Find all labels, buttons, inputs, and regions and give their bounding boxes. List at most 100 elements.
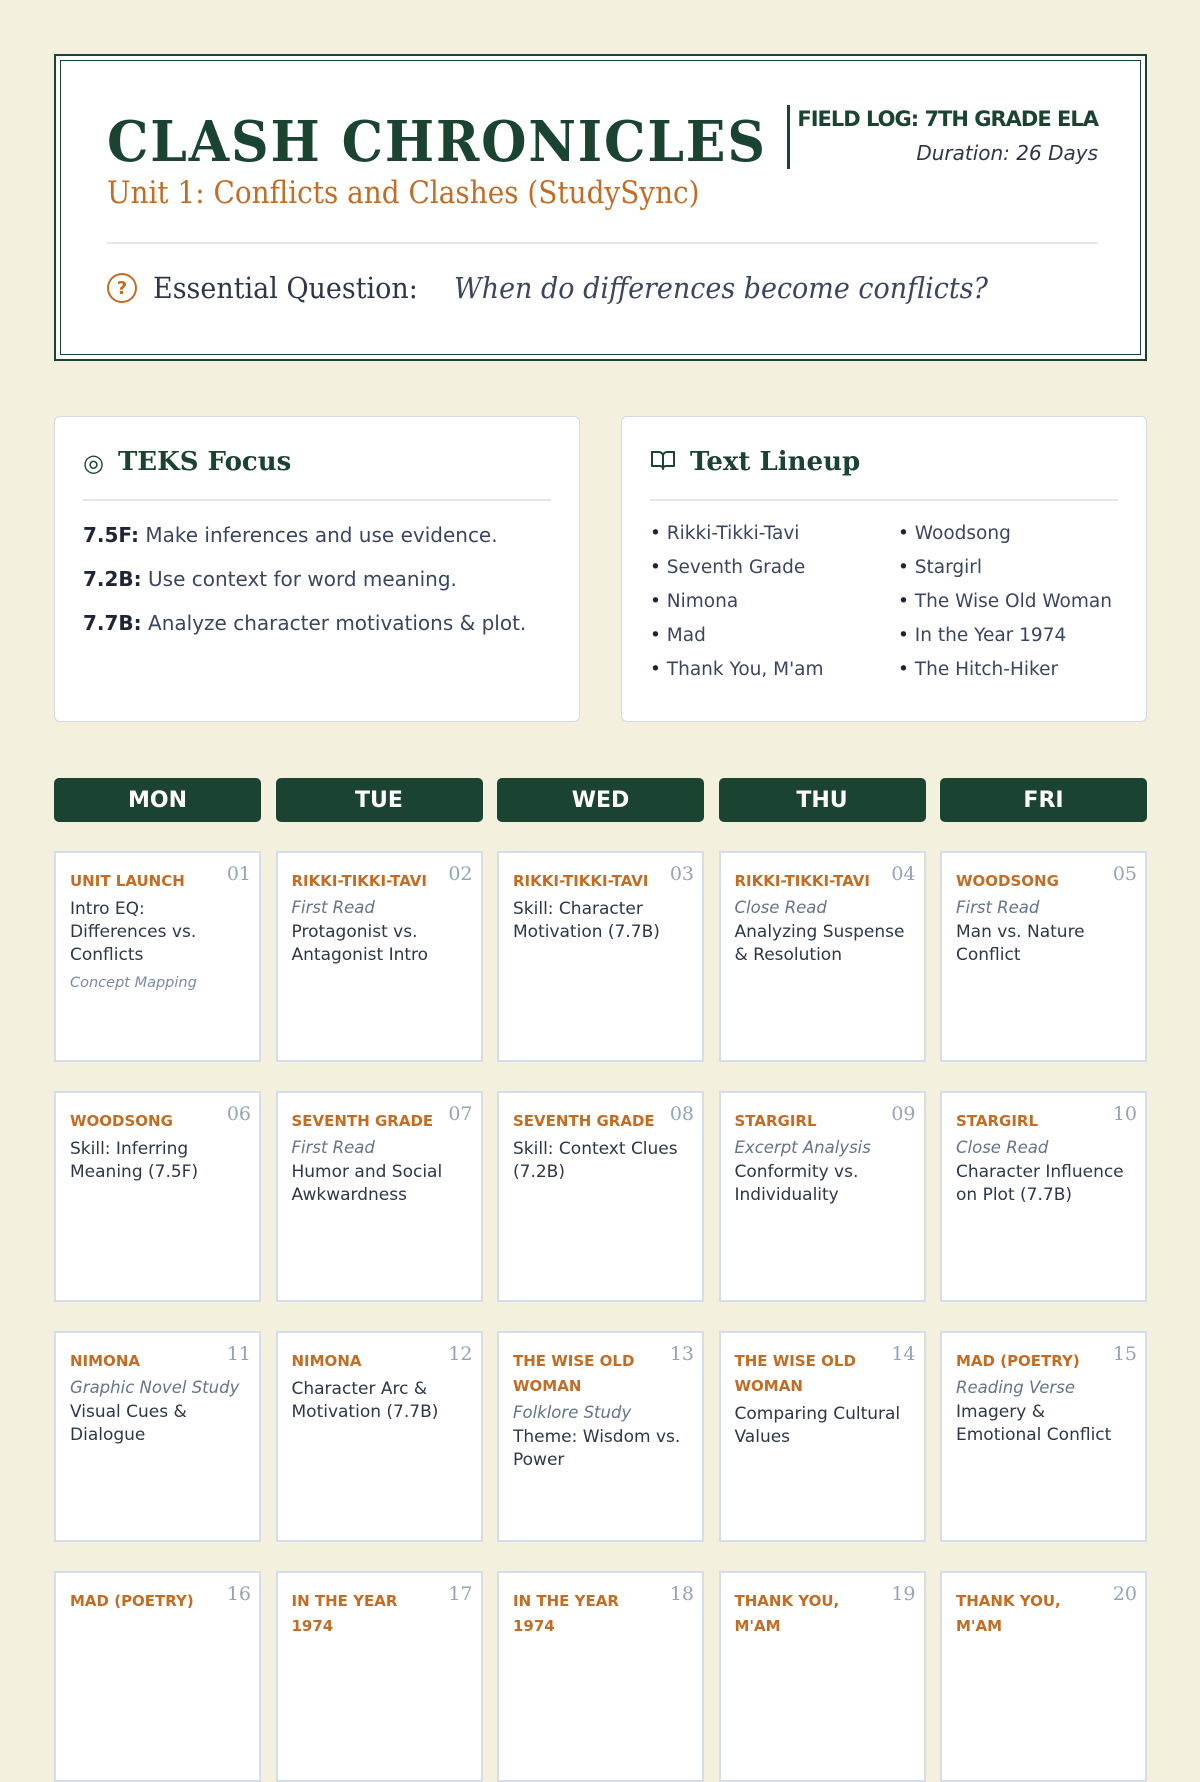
day-number: 12 <box>448 1343 473 1365</box>
lesson-mode: Excerpt Analysis <box>734 1138 871 1157</box>
lesson-text-tag: Unit Launch <box>70 872 185 890</box>
text-lineup-item: The Wise Old Woman <box>898 591 1126 612</box>
lesson-card[interactable]: Stargirl 10 Close Read Character Influence … <box>940 1091 1147 1302</box>
lesson-description: Intro EQ: Differences vs. Conflicts <box>70 899 197 965</box>
lesson-card[interactable]: Unit Launch 01 Intro EQ: Differences vs. C… <box>54 851 261 1062</box>
teks-code: 7.2B: <box>83 567 142 591</box>
panel-title: Text Lineup <box>690 447 861 477</box>
lesson-mode: Graphic Novel Study <box>70 1378 240 1397</box>
lesson-text-tag: Mad (Poetry) <box>956 1352 1080 1370</box>
lesson-mode: Close Read <box>956 1138 1049 1157</box>
lesson-text-tag: Rikki-Tikki-Tavi <box>291 872 428 890</box>
lesson-description: Theme: Wisdom vs. Power <box>513 1427 681 1470</box>
lesson-description: Comparing Cultural Values <box>734 1404 901 1447</box>
day-number: 19 <box>891 1583 916 1605</box>
lesson-mode: Close Read <box>734 898 827 917</box>
teks-text: Analyze character motivations & plot. <box>148 611 527 635</box>
text-lineup-item: Mad <box>650 625 898 646</box>
field-log-label: FIELD LOG: 7TH GRADE ELA <box>797 107 1099 131</box>
day-number: 01 <box>226 863 251 885</box>
eq-text: When do differences become conflicts? <box>453 271 988 305</box>
lesson-card[interactable]: Seventh Grade 07 First Read Humor and Socia… <box>275 1091 483 1302</box>
day-header-thu: THU <box>718 778 926 822</box>
day-header-tue: TUE <box>275 778 483 822</box>
text-lineup-panel: Text Lineup Rikki-Tikki-TaviWoodsongSeve… <box>621 416 1147 722</box>
text-lineup-item: Rikki-Tikki-Tavi <box>650 523 898 544</box>
text-lineup-item: Nimona <box>650 591 898 612</box>
divider <box>787 105 790 169</box>
divider <box>650 499 1118 501</box>
lesson-description: Character Arc & Motivation (7.7B) <box>291 1379 439 1422</box>
lesson-text-tag: In the Year 1974 <box>291 1592 398 1635</box>
lesson-card[interactable]: Nimona 12 Character Arc & Motivation (7.7B… <box>275 1331 483 1542</box>
day-number: 04 <box>891 863 916 885</box>
day-header-mon: MON <box>54 778 261 822</box>
lesson-text-tag: Seventh Grade <box>291 1112 434 1130</box>
lesson-card[interactable]: Thank You, M'am 20 <box>940 1571 1147 1782</box>
lesson-card[interactable]: Mad (Poetry) 15 Reading Verse Imagery & Emo… <box>940 1331 1147 1542</box>
teks-text: Use context for word meaning. <box>148 567 457 591</box>
divider <box>107 242 1098 244</box>
lesson-text-tag: Nimona <box>70 1352 140 1370</box>
target-icon: ◎ <box>83 447 104 477</box>
lesson-description: Character Influence on Plot (7.7B) <box>956 1162 1124 1205</box>
lesson-card[interactable]: Seventh Grade 08 Skill: Context Clues (7.2… <box>497 1091 704 1302</box>
lesson-card[interactable]: Nimona 11 Graphic Novel Study Visual Cues &… <box>54 1331 261 1542</box>
lesson-card[interactable]: Woodsong 05 First Read Man vs. Nature Confl… <box>940 851 1147 1062</box>
teks-text: Make inferences and use evidence. <box>145 523 498 547</box>
header-inner-border: CLASH CHRONICLES Unit 1: Conflicts and C… <box>60 60 1141 355</box>
day-number: 18 <box>669 1583 694 1605</box>
question-circle-icon: ? <box>107 273 137 303</box>
lesson-text-tag: In the Year 1974 <box>513 1592 619 1635</box>
lesson-description: Imagery & Emotional Conflict <box>956 1402 1112 1445</box>
lesson-text-tag: Stargirl <box>956 1112 1039 1130</box>
unit-subtitle: Unit 1: Conflicts and Clashes (StudySync… <box>107 175 700 211</box>
teks-item: 7.5F: Make inferences and use evidence. <box>83 523 526 547</box>
teks-item: 7.2B: Use context for word meaning. <box>83 567 526 591</box>
day-number: 16 <box>226 1583 251 1605</box>
day-number: 11 <box>226 1343 251 1365</box>
essential-question: ? Essential Question: When do difference… <box>107 271 1028 305</box>
lesson-card[interactable]: Rikki-Tikki-Tavi 02 First Read Protagonist … <box>275 851 483 1062</box>
lesson-description: Man vs. Nature Conflict <box>956 922 1085 965</box>
day-number: 05 <box>1112 863 1137 885</box>
lesson-text-tag: The Wise Old Woman <box>513 1352 635 1395</box>
divider <box>83 499 551 501</box>
lesson-card[interactable]: Woodsong 06 Skill: Inferring Meaning (7.5F… <box>54 1091 261 1302</box>
day-number: 07 <box>448 1103 473 1125</box>
lesson-text-tag: Mad (Poetry) <box>70 1592 194 1610</box>
teks-code: 7.5F: <box>83 523 139 547</box>
lesson-text-tag: Stargirl <box>734 1112 817 1130</box>
day-number: 10 <box>1112 1103 1137 1125</box>
text-lineup-item: In the Year 1974 <box>898 625 1126 646</box>
text-lineup-item: Thank You, M'am <box>650 659 898 680</box>
book-open-icon <box>650 448 676 477</box>
lesson-text-tag: Nimona <box>291 1352 362 1370</box>
day-header-fri: FRI <box>940 778 1147 822</box>
teks-item: 7.7B: Analyze character motivations & pl… <box>83 611 526 635</box>
text-lineup-item: Stargirl <box>898 557 1126 578</box>
lesson-card[interactable]: In the Year 1974 17 <box>275 1571 483 1782</box>
lesson-text-tag: Thank You, M'am <box>956 1592 1061 1635</box>
lesson-description: Skill: Inferring Meaning (7.5F) <box>70 1139 199 1182</box>
lesson-card[interactable]: Stargirl 09 Excerpt Analysis Conformity vs.… <box>718 1091 926 1302</box>
day-number: 09 <box>891 1103 916 1125</box>
lesson-text-tag: The Wise Old Woman <box>734 1352 856 1395</box>
lesson-description: Skill: Context Clues (7.2B) <box>513 1139 678 1182</box>
lesson-card[interactable]: Mad (Poetry) 16 <box>54 1571 261 1782</box>
lesson-card[interactable]: The Wise Old Woman 14 Comparing Cultural V… <box>718 1331 926 1542</box>
lesson-text-tag: Woodsong <box>956 872 1059 890</box>
lesson-text-tag: Rikki-Tikki-Tavi <box>734 872 871 890</box>
lesson-card[interactable]: The Wise Old Woman 13 Folklore Study Theme:… <box>497 1331 704 1542</box>
day-number: 14 <box>891 1343 916 1365</box>
lesson-description: Protagonist vs. Antagonist Intro <box>291 922 429 965</box>
lesson-text-tag: Woodsong <box>70 1112 173 1130</box>
day-number: 08 <box>669 1103 694 1125</box>
lesson-card[interactable]: Rikki-Tikki-Tavi 04 Close Read Analyzing Su… <box>718 851 926 1062</box>
text-lineup-item: Woodsong <box>898 523 1126 544</box>
lesson-card[interactable]: Thank You, M'am 19 <box>718 1571 926 1782</box>
lesson-card[interactable]: Rikki-Tikki-Tavi 03 Skill: Character Motiv… <box>497 851 704 1062</box>
lesson-text-tag: Seventh Grade <box>513 1112 655 1130</box>
lesson-card[interactable]: In the Year 1974 18 <box>497 1571 704 1782</box>
text-lineup-item: Seventh Grade <box>650 557 898 578</box>
